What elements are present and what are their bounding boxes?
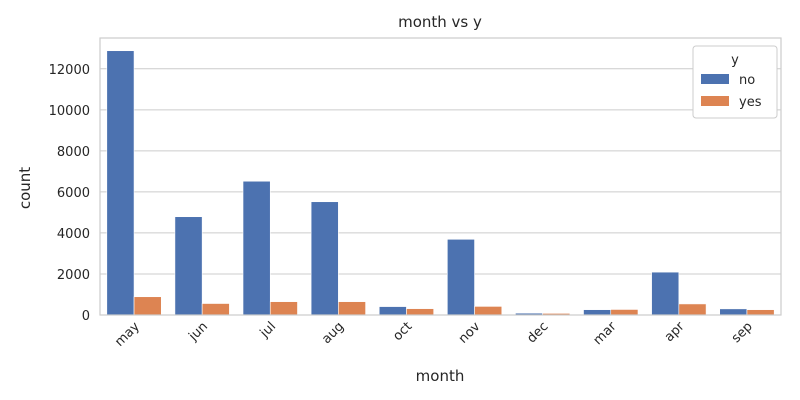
bar-yes-jul	[269, 301, 298, 316]
bar-no-apr	[651, 271, 680, 316]
x-tick-label: oct	[390, 319, 415, 344]
y-tick-label: 0	[82, 309, 90, 324]
y-tick-label: 8000	[57, 145, 90, 160]
legend-label-yes: yes	[739, 95, 762, 110]
bar-no-oct	[378, 306, 407, 316]
bar-no-jul	[242, 180, 271, 316]
x-tick-label: sep	[729, 319, 756, 346]
x-tick-label: jun	[185, 319, 211, 345]
gridlines	[100, 68, 781, 316]
bar-yes-mar	[610, 309, 639, 316]
legend-swatch-no	[701, 74, 729, 84]
bar-yes-nov	[474, 306, 503, 316]
x-axis-label: month	[416, 367, 465, 385]
x-tick-labels: may jun jul aug oct nov dec mar apr sep	[112, 319, 756, 350]
x-tick-label: mar	[591, 319, 620, 348]
x-tick-label: dec	[524, 319, 551, 346]
legend-items: no yes	[701, 73, 762, 110]
x-tick-label: nov	[456, 319, 484, 347]
bars	[106, 50, 775, 316]
legend-label-no: no	[739, 73, 755, 88]
bar-yes-apr	[678, 303, 707, 316]
y-tick-labels: 0 2000 4000 6000 8000 10000 12000	[49, 63, 90, 324]
bar-no-jun	[174, 216, 203, 316]
bar-yes-jun	[201, 303, 230, 316]
y-tick-label: 10000	[49, 104, 90, 119]
x-tick-label: jul	[257, 319, 279, 341]
bar-yes-sep	[746, 309, 775, 316]
x-tick-label: may	[112, 319, 143, 350]
bar-no-nov	[447, 238, 475, 316]
y-tick-label: 6000	[57, 186, 90, 201]
x-tick-label: aug	[319, 319, 347, 347]
bar-no-mar	[583, 309, 612, 316]
bar-yes-aug	[338, 301, 366, 316]
bar-no-sep	[719, 308, 748, 316]
legend-swatch-yes	[701, 96, 729, 106]
chart-title: month vs y	[398, 13, 482, 31]
x-tick-label: apr	[662, 319, 688, 345]
legend-title: y	[731, 53, 739, 68]
y-tick-label: 12000	[49, 63, 90, 78]
bar-yes-may	[133, 296, 162, 316]
y-tick-label: 4000	[57, 227, 90, 242]
legend: y no yes	[692, 45, 778, 119]
y-tick-label: 2000	[57, 268, 90, 283]
y-axis-label: count	[16, 167, 34, 209]
bar-yes-oct	[406, 308, 434, 316]
bar-no-aug	[310, 201, 339, 316]
bar-no-may	[106, 50, 135, 316]
plot-frame	[99, 37, 782, 316]
